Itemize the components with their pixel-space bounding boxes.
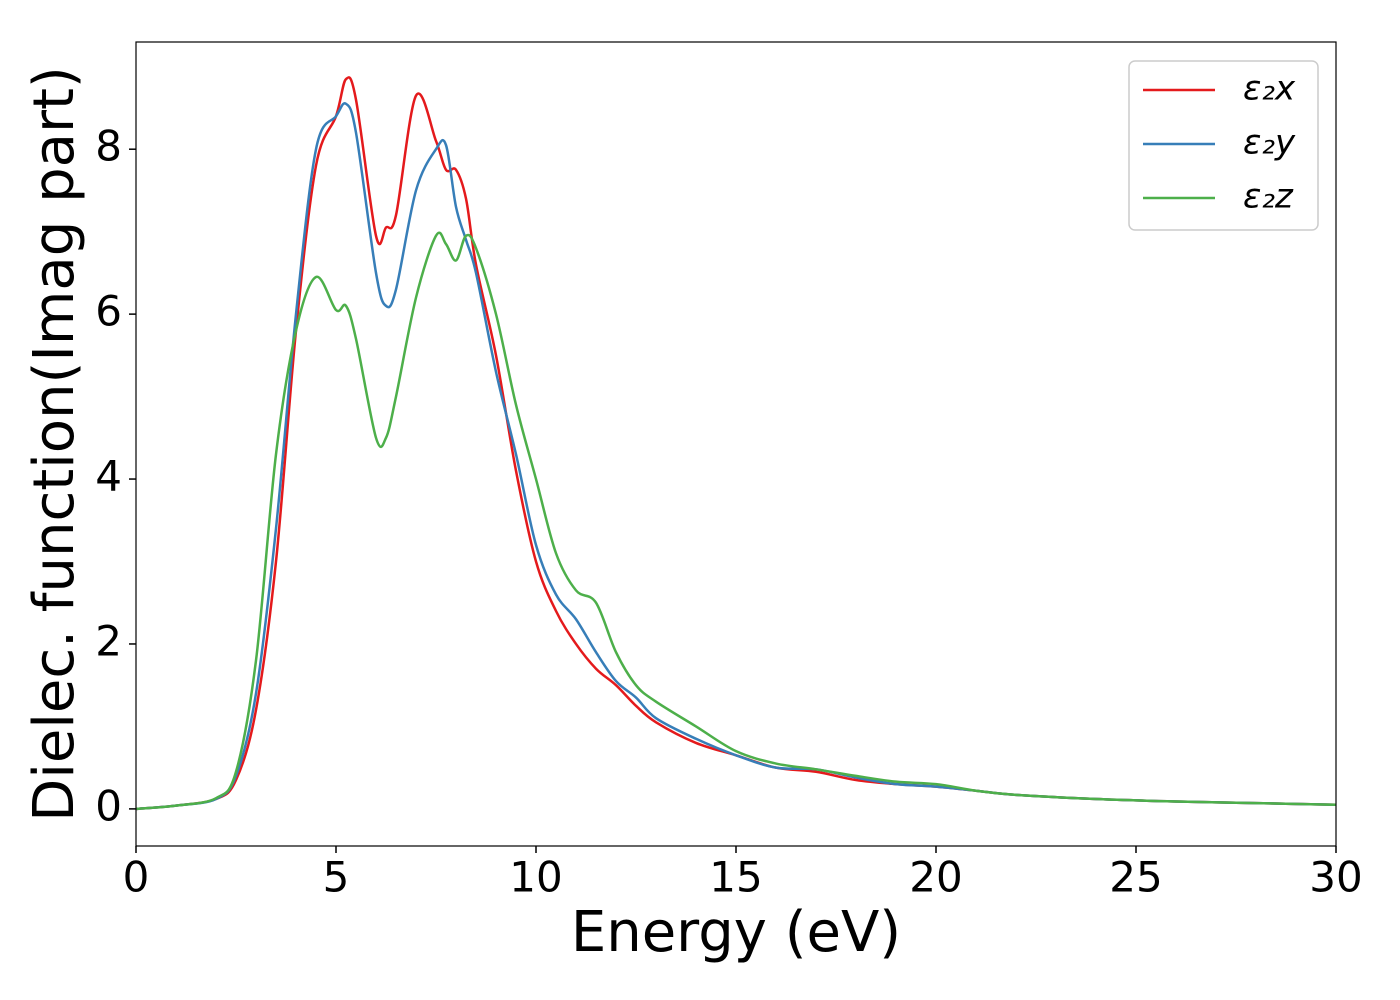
- x-tick-label: 25: [1109, 853, 1162, 902]
- x-tick-label: 15: [709, 853, 762, 902]
- y-tick-label: 8: [95, 122, 122, 171]
- x-tick-label: 20: [909, 853, 962, 902]
- x-tick-label: 30: [1309, 853, 1362, 902]
- y-tick-label: 4: [95, 452, 122, 501]
- x-tick-label: 0: [123, 853, 150, 902]
- x-axis-label: Energy (eV): [571, 900, 901, 965]
- y-tick-label: 6: [95, 287, 122, 336]
- series-line: [136, 102, 1336, 811]
- legend-label: ε₂x: [1243, 69, 1296, 109]
- legend-label: ε₂z: [1243, 177, 1294, 217]
- plot-area: [136, 76, 1336, 811]
- x-tick-label: 10: [509, 853, 562, 902]
- legend-box: [1128, 60, 1319, 231]
- y-axis-label: Dielec. function(Imag part): [22, 66, 87, 822]
- legend-label: ε₂y: [1243, 123, 1296, 163]
- x-tick-label: 5: [323, 853, 350, 902]
- series-line: [136, 231, 1336, 811]
- axes-frame: [135, 41, 1337, 847]
- y-tick-label: 0: [95, 781, 122, 830]
- y-tick-label: 2: [95, 616, 122, 665]
